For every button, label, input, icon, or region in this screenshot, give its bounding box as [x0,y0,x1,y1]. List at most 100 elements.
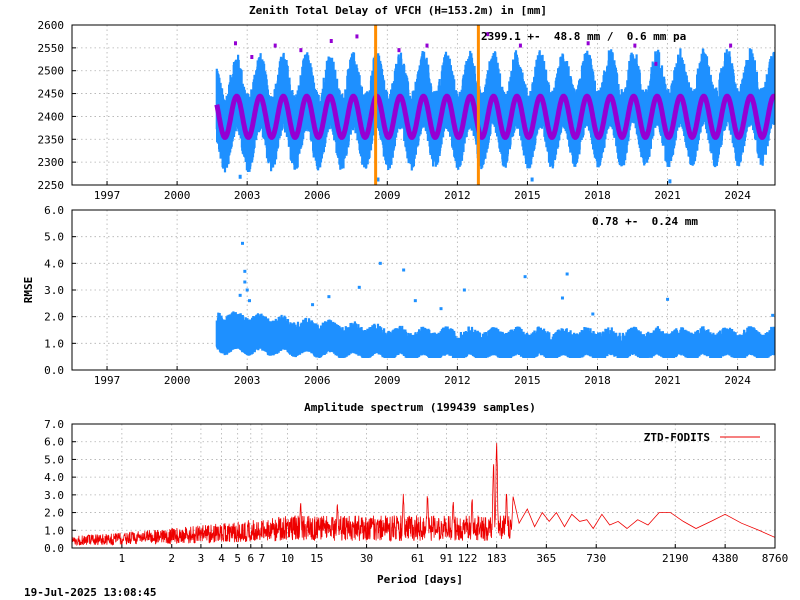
rmse-outlier-point [560,296,564,300]
rmse-outlier-point [243,269,247,273]
y-tick-label: 2250 [38,179,65,192]
rmse-outlier-point [357,285,361,289]
y-tick-label: 3.0 [44,489,64,502]
rmse-tick-labels: 1997 2000 2003 2006 2009 2012 2015 2018 2021 2024… [44,204,751,387]
x-tick-label: 2015 [514,189,541,202]
spectrum-series-line [72,443,775,547]
x-tick-label: 2018 [584,374,611,387]
y-tick-label: 1.0 [44,524,64,537]
ztd-outlier-point [273,43,277,48]
x-tick-label: 2009 [374,374,401,387]
ztd-tick-labels: 1997 2000 2003 2006 2009 2012 2015 2018 2021 2024… [38,19,752,202]
x-tick-label: 2021 [654,189,681,202]
y-tick-label: 1.0 [44,337,64,350]
rmse-outlier-point [243,280,247,284]
ztd-outlier-point [329,39,333,43]
ztd-outlier-point [397,48,401,53]
x-tick-label: 2006 [304,374,331,387]
rmse-series-band [215,311,775,358]
rmse-outlier-point [771,313,775,317]
x-tick-label: 365 [536,552,556,565]
rmse-outlier-point [666,297,670,301]
x-tick-label: 2012 [444,374,471,387]
y-tick-label: 2350 [38,133,65,146]
rmse-data-points [215,241,775,358]
x-tick-label: 1997 [94,189,121,202]
ztd-annotation: 2399.1 +- 48.8 mm / 0.6 mm pa [481,30,686,43]
ztd-vertical-markers [374,25,480,185]
ztd-outlier-point [668,179,672,184]
rmse-outlier-point [462,288,466,292]
x-tick-label: 2024 [724,189,751,202]
rmse-outlier-point [439,307,443,311]
x-tick-label: 2018 [584,189,611,202]
x-tick-label: 2000 [164,374,191,387]
y-tick-label: 0.0 [44,542,64,555]
spectrum-legend-label: ZTD-FODITS [644,431,710,444]
x-tick-label: 30 [360,552,373,565]
x-tick-label: 730 [586,552,606,565]
x-tick-label: 10 [281,552,294,565]
x-tick-label: 2000 [164,189,191,202]
x-tick-label: 1 [119,552,126,565]
ztd-outlier-point [425,43,429,48]
spectrum-line [72,443,775,547]
footer-timestamp: 19-Jul-2025 13:08:45 [24,586,156,599]
x-tick-label: 2190 [662,552,689,565]
rmse-outlier-point [523,275,527,279]
y-tick-label: 2300 [38,156,65,169]
ztd-data-points [214,32,775,184]
panel-rmse: 1997 2000 2003 2006 2009 2012 2015 2018 2021 2024… [22,204,776,387]
rmse-outlier-point [240,241,244,245]
rmse-outlier-point [378,261,382,265]
x-tick-label: 2003 [234,189,261,202]
y-tick-label: 2550 [38,42,65,55]
x-tick-label: 2015 [514,374,541,387]
x-tick-label: 7 [259,552,266,565]
spectrum-frame [71,423,776,549]
x-tick-label: 2021 [654,374,681,387]
x-tick-label: 6 [247,552,254,565]
ztd-outlier-point [654,61,658,66]
y-tick-label: 7.0 [44,418,64,431]
x-tick-label: 2006 [304,189,331,202]
ztd-outlier-point [355,34,359,39]
ztd-outlier-point [633,43,637,48]
rmse-outlier-point [591,312,595,316]
ztd-model-curve [214,93,775,140]
x-tick-label: 2003 [234,374,261,387]
ztd-outlier-point [586,41,590,46]
rmse-annotation: 0.78 +- 0.24 mm [592,215,698,228]
rmse-outlier-point [248,299,252,303]
ztd-outlier-point [530,177,534,182]
y-tick-label: 3.0 [44,284,64,297]
x-tick-label: 1997 [94,374,121,387]
ztd-outlier-point [238,174,242,179]
x-tick-label: 2024 [724,374,751,387]
y-tick-label: 2600 [38,19,65,32]
y-tick-label: 5.0 [44,453,64,466]
y-tick-label: 6.0 [44,436,64,449]
ztd-outlier-point [376,177,380,182]
y-tick-label: 2.0 [44,507,64,520]
spectrum-tick-labels: 1 2 3 4 5 6 7 10 15 30 61 91 122 183 365 730 2190 4380 876… [44,418,788,565]
x-tick-label: 91 [440,552,453,565]
y-tick-label: 4.0 [44,257,64,270]
ztd-outlier-point [250,55,254,59]
x-tick-label: 183 [487,552,507,565]
rmse-outlier-point [327,295,331,299]
y-tick-label: 2.0 [44,311,64,324]
y-tick-label: 5.0 [44,231,64,244]
y-tick-label: 2450 [38,88,65,101]
rmse-outlier-point [245,288,249,292]
ztd-outlier-point [233,41,237,46]
rmse-outlier-point [565,272,569,276]
x-tick-label: 15 [310,552,323,565]
x-tick-label: 61 [411,552,424,565]
ztd-outlier-point [299,48,303,53]
x-tick-label: 2009 [374,189,401,202]
y-tick-label: 2500 [38,65,65,78]
x-tick-label: 122 [458,552,478,565]
